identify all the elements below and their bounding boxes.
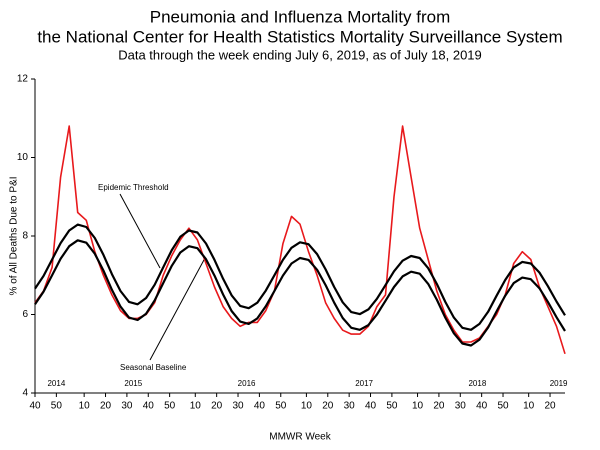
x-tick-label: 20 [544,401,556,412]
y-axis-label: % of All Deaths Due to P&I [9,177,20,296]
y-tick-label: 6 [22,309,28,320]
series-line [34,239,566,347]
annotation: Seasonal Baseline [120,363,187,372]
x-tick-label: 40 [29,401,41,412]
x-tick-label: 40 [254,401,266,412]
year-label: 2014 [47,379,65,388]
x-tick-label: 50 [164,401,176,412]
x-tick-label: 50 [497,401,509,412]
x-tick-label: 20 [433,401,445,412]
x-tick-label: 40 [143,401,155,412]
year-label: 2016 [238,379,256,388]
x-tick-label: 30 [232,401,244,412]
x-tick-label: 30 [121,401,133,412]
series-line [34,223,566,331]
x-tick-label: 10 [523,401,535,412]
y-tick-label: 8 [22,231,28,242]
x-tick-label: 10 [190,401,202,412]
x-tick-label: 10 [412,401,424,412]
annotation-arrow [149,257,206,361]
x-tick-label: 20 [211,401,223,412]
x-tick-label: 50 [386,401,398,412]
x-tick-label: 50 [51,401,63,412]
chart-subtitle: Data through the week ending July 6, 201… [118,47,482,62]
chart-title: the National Center for Health Statistic… [37,27,562,46]
series-line [34,125,566,355]
chart-title: Pneumonia and Influenza Mortality from [150,7,451,26]
y-tick-label: 4 [22,388,28,399]
year-label: 2018 [468,379,486,388]
annotation-arrow [119,193,161,269]
x-tick-label: 50 [275,401,287,412]
annotation: Epidemic Threshold [98,183,169,192]
x-tick-label: 10 [79,401,91,412]
year-label: 2015 [124,379,142,388]
x-tick-label: 30 [455,401,467,412]
x-tick-label: 30 [344,401,356,412]
x-axis-label: MMWR Week [269,432,331,443]
x-tick-label: 40 [365,401,377,412]
year-label: 2019 [550,379,568,388]
x-tick-label: 40 [476,401,488,412]
y-tick-label: 12 [17,74,29,85]
x-tick-label: 10 [301,401,313,412]
y-tick-label: 10 [17,152,29,163]
x-tick-label: 20 [100,401,112,412]
x-tick-label: 20 [322,401,334,412]
year-label: 2017 [355,379,373,388]
